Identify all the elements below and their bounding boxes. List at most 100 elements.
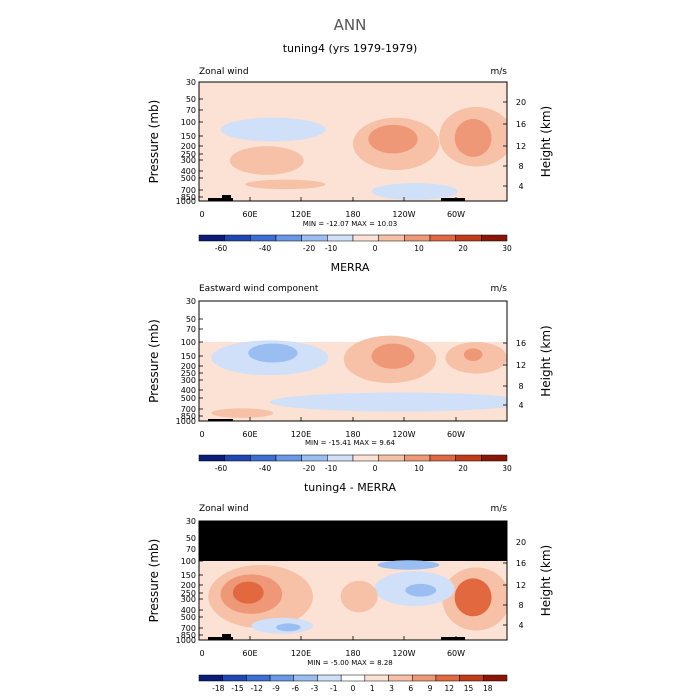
colorbar-swatch [352,454,379,462]
y-tick-label: 70 [186,106,196,115]
colorbar-swatch [301,454,328,462]
y-right-tick-label: 16 [516,559,526,568]
colorbar-swatch [459,674,484,682]
negative-region [269,392,507,412]
positive-region [245,179,326,190]
colorbar-swatch [378,454,405,462]
colorbar-swatch [317,674,342,682]
topography [208,198,233,201]
x-tick-label: 120W [392,430,415,439]
x-tick-label: 120W [392,210,415,219]
colorbar-label: 30 [502,464,512,473]
x-tick-label: 120W [392,649,415,658]
min-max-label: MIN = -15.41 MAX = 9.64 [305,439,396,447]
x-tick-label: 60W [447,649,465,658]
y-tick-label: 1000 [176,636,196,645]
panel-subtitle-left: Zonal wind [199,504,249,514]
y-tick-label: 300 [181,156,196,165]
colorbar-swatch [429,234,456,242]
negative-region [371,183,458,200]
colorbar-swatch [404,454,431,462]
y-right-tick-label: 8 [518,601,523,610]
y-tick-label: 50 [186,95,196,104]
colorbar-label: -10 [325,464,337,473]
colorbar-swatch [327,454,354,462]
colorbar-label: 20 [458,464,468,473]
y-right-tick-label: 4 [518,182,523,191]
panel-subtitle-left: Zonal wind [199,67,249,77]
y-right-tick-label: 8 [518,382,523,391]
colorbar-swatch [483,674,508,682]
colorbar-label: 12 [444,684,454,693]
panel-title: MERRA [331,261,370,274]
y-right-tick-label: 12 [516,581,526,590]
y-right-tick-label: 8 [518,162,523,171]
colorbar-label: -1 [330,684,338,693]
positive-region [340,580,378,613]
y-tick-label: 100 [181,557,196,566]
positive-region [211,408,273,418]
colorbar-swatch [411,674,437,682]
colorbar-swatch [198,454,225,462]
x-tick-label: 0 [199,430,204,439]
x-tick-label: 60E [242,430,257,439]
topography [222,634,231,640]
colorbar-label: -10 [325,244,337,253]
colorbar-label: -20 [303,464,315,473]
colorbar-swatch [378,234,405,242]
y-right-tick-label: 20 [516,98,526,107]
y-tick-label: 400 [181,606,196,615]
colorbar-label: 20 [458,244,468,253]
colorbar-swatch [250,234,277,242]
colorbar-swatch [224,454,251,462]
y-tick-label: 70 [186,325,196,334]
positive-region [229,146,304,175]
y-tick-label: 300 [181,376,196,385]
y-axis-right-label: Height (km) [539,325,553,396]
colorbar-label: 30 [502,244,512,253]
y-axis-right-label: Height (km) [539,106,553,177]
colorbar-label: -60 [215,244,227,253]
colorbar-swatch [246,674,271,682]
y-tick-label: 850 [181,412,196,421]
negative-core-region [405,583,437,597]
x-tick-label: 180 [345,649,360,658]
y-right-tick-label: 4 [518,401,523,410]
colorbar-swatch [455,234,482,242]
colorbar-label: -6 [292,684,300,693]
panel-1: tuning4 (yrs 1979-1979) Zonal wind m/s 30 50… [147,42,553,253]
y-tick-label: 200 [181,581,196,590]
colorbar-label: -40 [259,464,271,473]
colorbar-swatch [455,454,482,462]
colorbar-swatch [340,674,366,682]
x-tick-label: 60E [242,210,257,219]
y-tick-label: 250 [181,150,196,159]
colorbar-label: 3 [389,684,394,693]
x-tick-label: 60E [242,649,257,658]
figure-title: ANN [334,16,367,34]
x-tick-label: 120E [291,210,311,219]
contour-field [199,521,507,640]
colorbar-label: -3 [311,684,319,693]
min-max-label: MIN = -12.07 MAX = 10.03 [303,220,397,228]
y-tick-label: 700 [181,186,196,195]
y-right-tick-label: 4 [518,621,523,630]
y-axis-label: Pressure (mb) [147,539,161,623]
y-tick-label: 200 [181,362,196,371]
x-tick-label: 60W [447,210,465,219]
colorbar-label: 1 [370,684,375,693]
colorbar-label: -20 [303,244,315,253]
colorbar-swatch [222,674,247,682]
y-tick-label: 30 [186,78,196,87]
masked-region [199,521,507,561]
y-right-tick-label: 12 [516,142,526,151]
topography [208,419,233,421]
positive-max-region [371,343,415,369]
y-tick-label: 30 [186,517,196,526]
y-tick-label: 150 [181,571,196,580]
panel-units: m/s [491,504,508,514]
negative-core-region [248,343,298,363]
colorbar-swatch [275,234,302,242]
colorbar-label: -12 [251,684,263,693]
y-tick-label: 150 [181,132,196,141]
